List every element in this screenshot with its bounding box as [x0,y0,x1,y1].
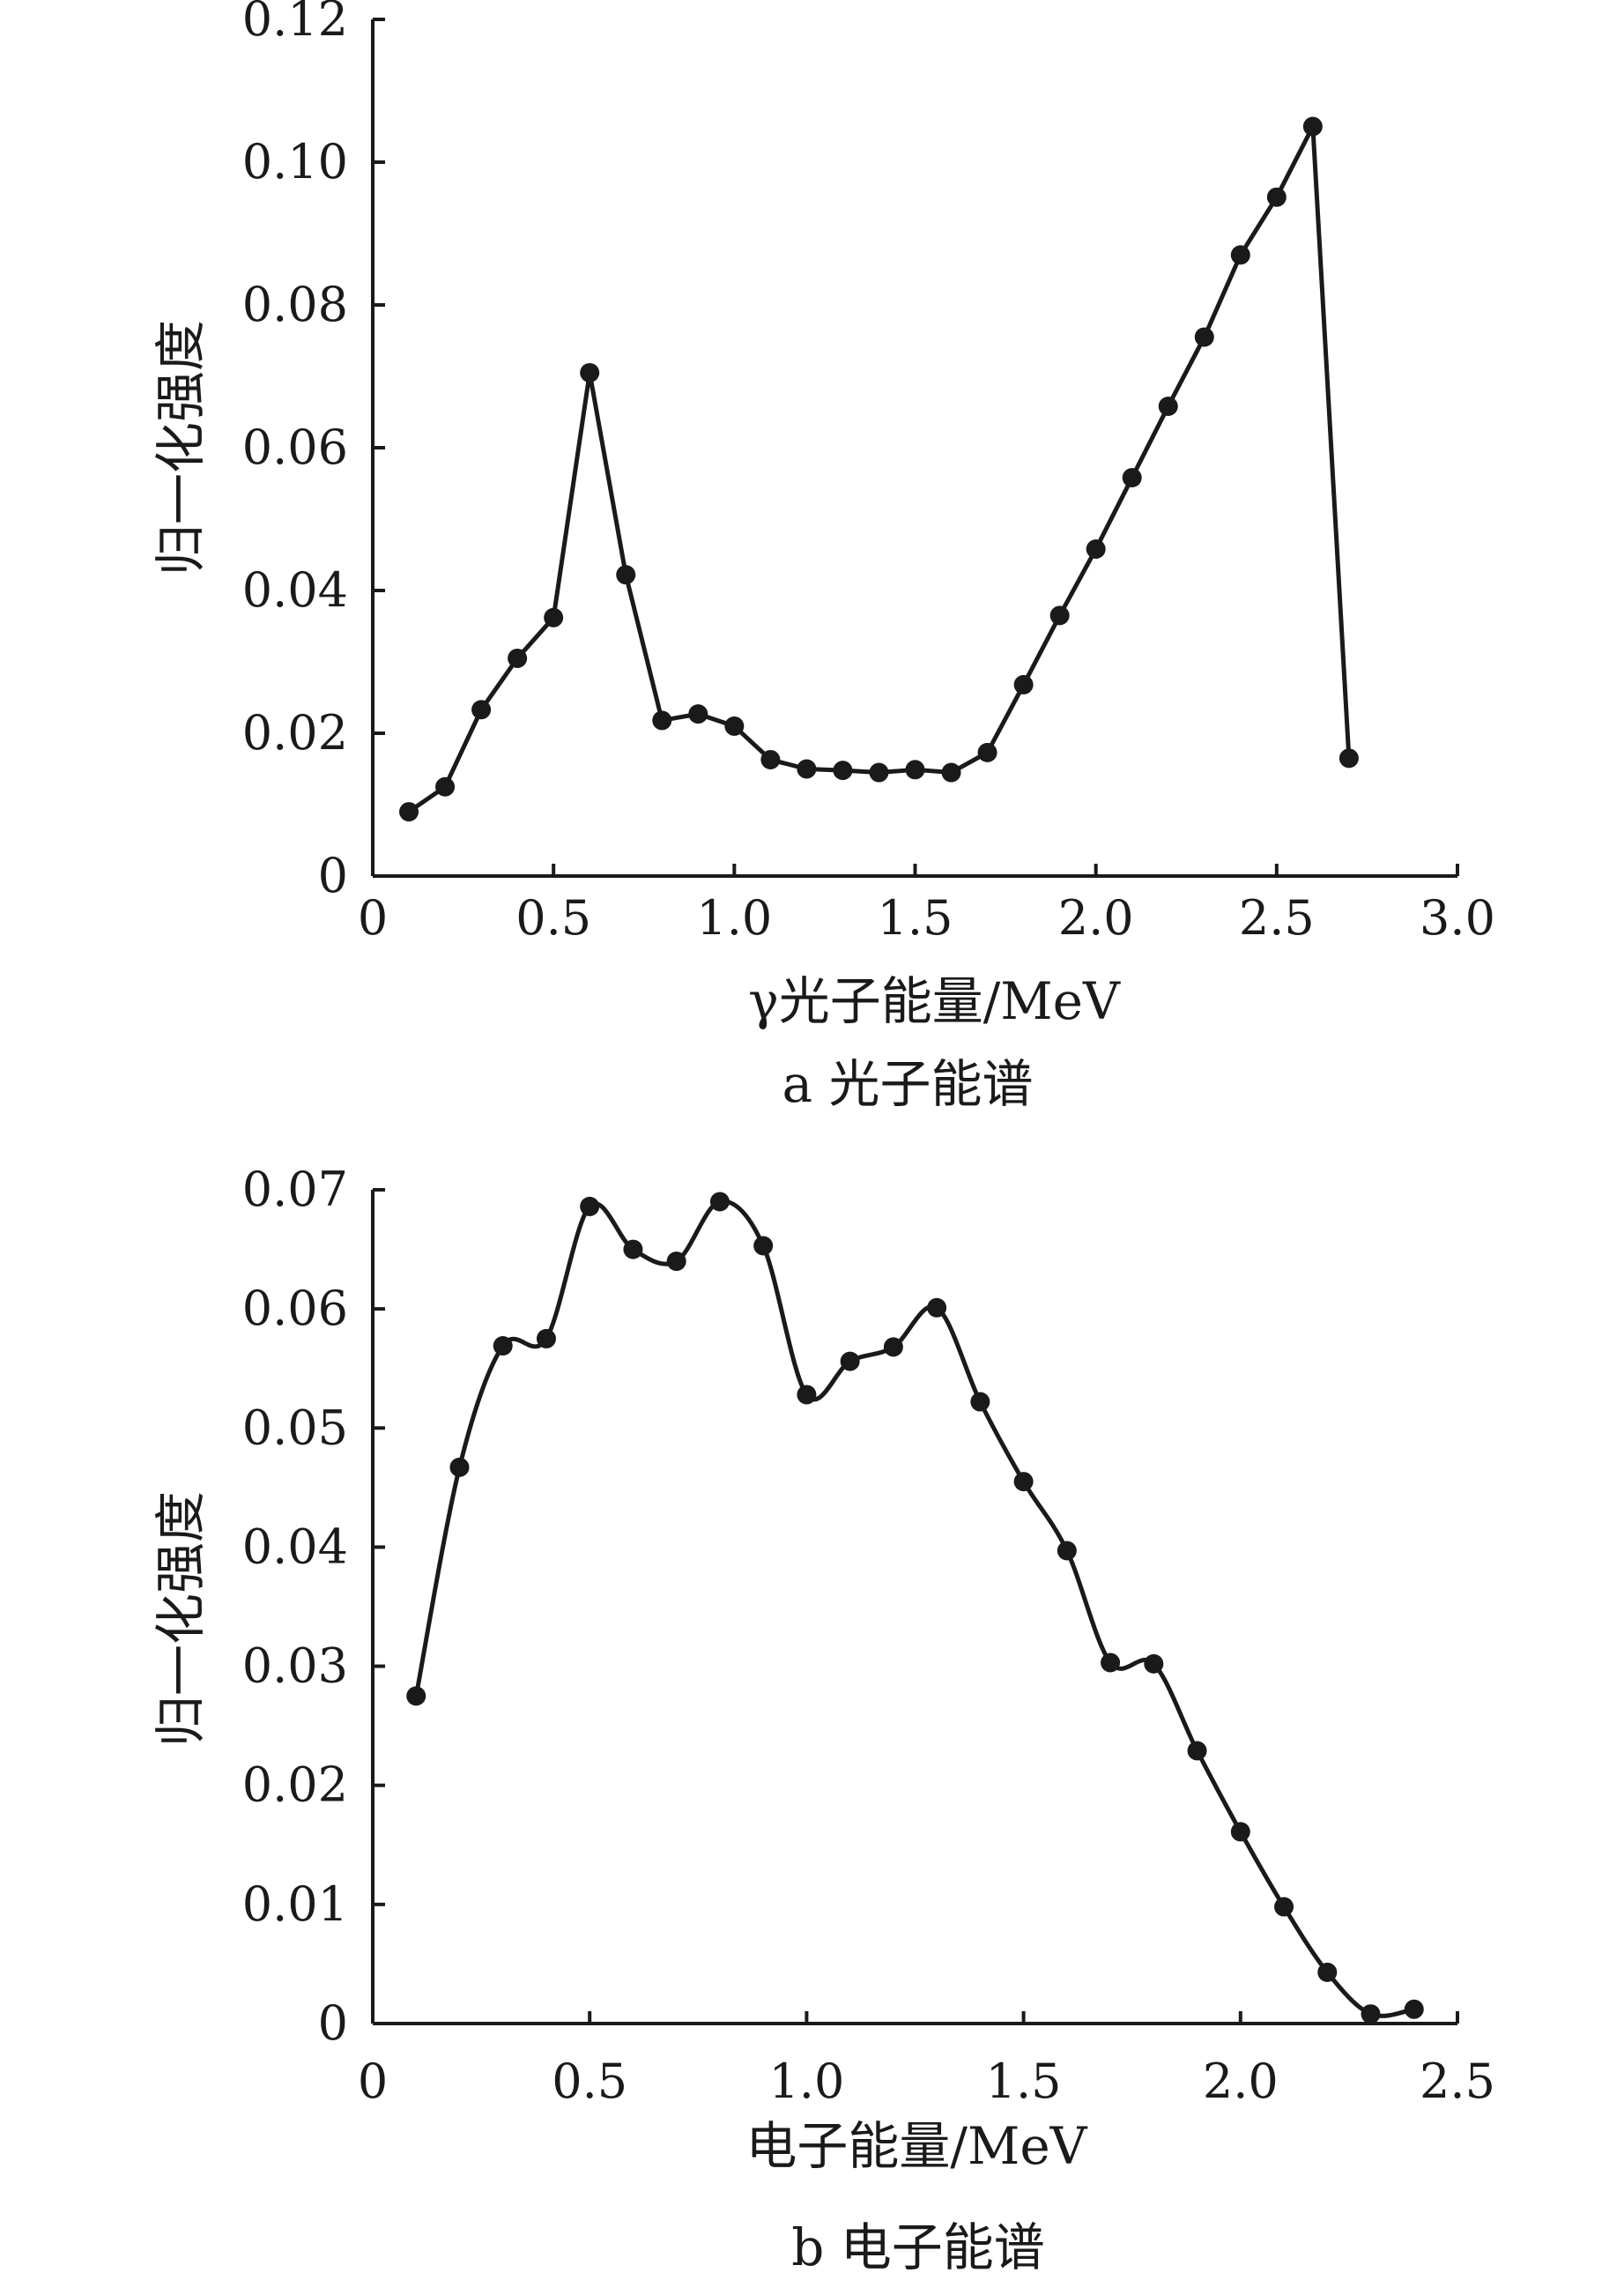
data-point [616,565,636,585]
data-point [471,700,492,720]
y-tick-label: 0.07 [242,1162,348,1217]
data-point [724,716,745,736]
y-tick-label: 0.08 [242,277,348,332]
data-point [1122,468,1142,488]
data-point [709,1192,730,1212]
data-point [797,759,817,779]
y-axis-title: 归一化强度 [151,1491,211,1747]
y-tick-label: 0.03 [242,1638,348,1694]
plot-area [399,116,1359,822]
data-point [797,1385,817,1405]
y-tick-label: 0.10 [242,134,348,189]
series-line [413,1199,1417,2018]
chart-panel-photon-spectrum: 归一化强度 0 0.02 0.04 0.06 0.08 0.10 0.12 0 0.5 1.0 1… [151,0,1495,1114]
data-point [1361,2004,1381,2024]
data-point [753,1236,774,1256]
data-point [399,802,419,822]
data-point [1101,1652,1121,1673]
data-point [1013,674,1034,694]
data-point [536,1328,556,1348]
data-point [840,1351,860,1371]
data-point [688,704,708,724]
x-tick-label: 0 [358,2053,388,2109]
data-point [435,776,456,797]
series-line [406,124,1352,814]
x-axis-title: γ光子能量/MeV [748,971,1121,1031]
data-point [927,1297,947,1318]
x-tick-label: 0.5 [515,890,591,946]
plot-area [406,1192,1424,2024]
data-point [1187,1741,1207,1761]
data-point [905,760,925,780]
data-point [623,1239,643,1259]
data-point [508,648,528,668]
x-tick-label: 0.5 [552,2053,627,2109]
x-tick-label: 1.0 [768,2053,844,2109]
data-point [1302,116,1323,137]
data-point [1274,1897,1294,1917]
x-tick-label: 2.5 [1239,890,1315,946]
data-point [493,1336,513,1356]
y-tick-label: 0.02 [242,1757,348,1813]
data-point [1230,1822,1250,1842]
y-tick-label: 0.12 [242,0,348,47]
data-point [1049,605,1070,626]
data-point [883,1337,903,1357]
y-axis-title: 归一化强度 [151,320,211,576]
x-tick-label: 2.0 [1058,890,1134,946]
x-axis: 0 0.5 1.0 1.5 2.0 2.5 [358,2011,1495,2109]
data-point [652,710,672,731]
data-point [1317,1962,1338,1982]
x-axis-title: 电子能量/MeV [745,2116,1087,2176]
x-tick-label: 2.0 [1203,2053,1279,2109]
y-axis: 0 0.02 0.04 0.06 0.08 0.10 0.12 [242,0,385,903]
x-tick-label: 1.0 [696,890,772,946]
y-tick-label: 0.04 [242,562,348,618]
data-point [544,607,564,628]
y-tick-label: 0.05 [242,1400,348,1455]
y-tick-label: 0.06 [242,1281,348,1336]
y-tick-label: 0.01 [242,1876,348,1932]
y-tick-label: 0 [318,848,348,903]
data-point [406,1686,426,1706]
x-tick-label: 1.5 [986,2053,1062,2109]
data-point [1194,327,1214,347]
y-tick-label: 0 [318,1995,348,2051]
data-point [1266,187,1287,207]
data-point [1144,1653,1164,1674]
x-tick-label: 1.5 [878,890,953,946]
y-axis: 0 0.01 0.02 0.03 0.04 0.05 0.06 0.07 [242,1162,385,2051]
y-tick-label: 0.06 [242,420,348,475]
data-point [449,1457,470,1477]
data-point [580,1196,600,1216]
y-tick-label: 0.02 [242,705,348,761]
y-tick-label: 0.04 [242,1519,348,1574]
panel-caption: b 电子能谱 [791,2217,1045,2277]
data-point [760,749,781,769]
panel-caption: a 光子能谱 [782,1054,1033,1114]
data-point [1057,1541,1077,1561]
data-point [970,1392,990,1412]
data-point [580,362,600,382]
data-point [1230,245,1250,265]
x-tick-label: 3.0 [1420,890,1495,946]
data-point [869,762,889,783]
data-point [977,742,997,762]
data-point [833,761,853,781]
x-tick-label: 2.5 [1420,2053,1495,2109]
data-point [1158,397,1178,417]
x-tick-label: 0 [358,890,388,946]
data-point [1086,539,1106,560]
data-point [1013,1472,1034,1492]
chart-panel-electron-spectrum: 归一化强度 0 0.01 0.02 0.03 0.04 0.05 0.06 0.07 0 0.5… [151,1162,1495,2277]
data-point [941,762,961,783]
data-point [666,1251,686,1272]
data-point [1404,1999,1424,2019]
data-point [1339,748,1359,769]
x-axis: 0 0.5 1.0 1.5 2.0 2.5 3.0 [358,864,1495,946]
